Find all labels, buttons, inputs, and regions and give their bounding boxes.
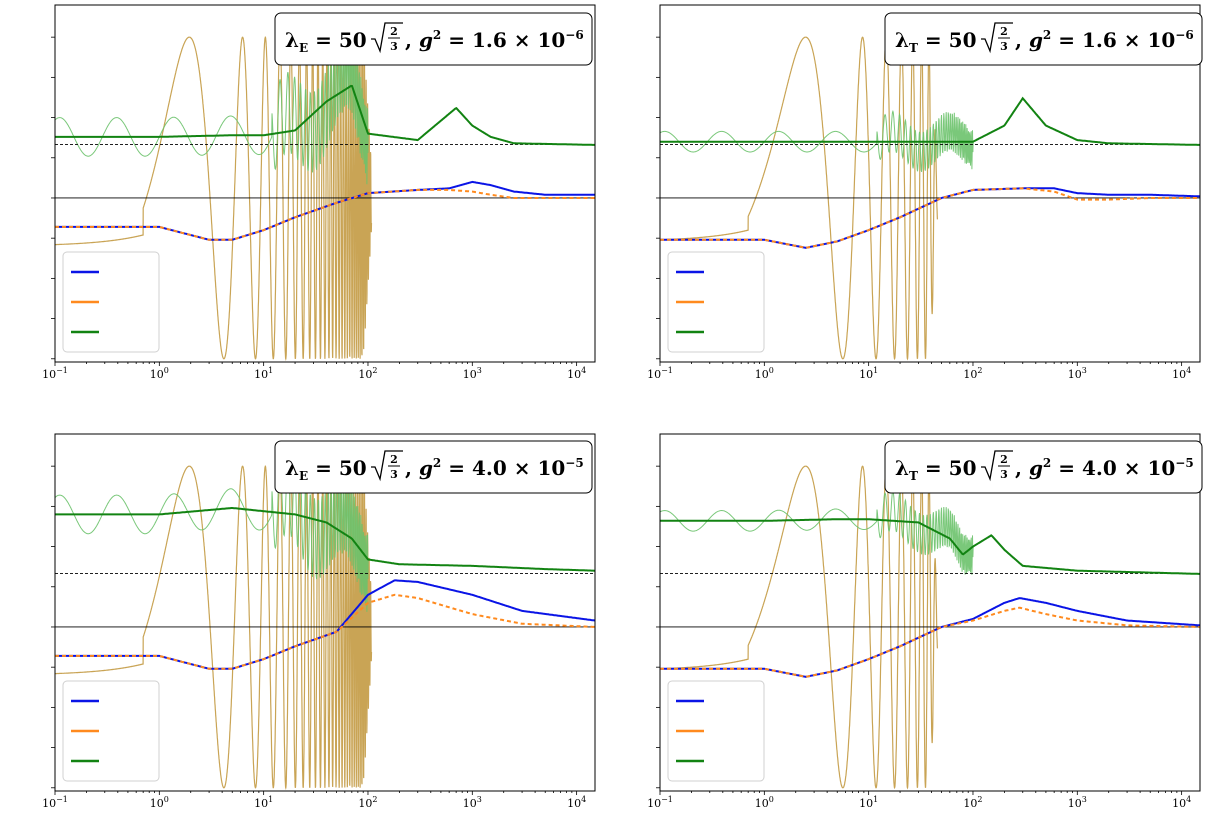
series-line-2 (660, 606, 1200, 678)
legend (62, 251, 160, 353)
series-line-3 (55, 507, 595, 572)
sqrt-sign (981, 450, 1013, 482)
frac-num: 2 (1000, 453, 1008, 466)
series-line-3 (55, 84, 595, 146)
x-tick-label: 104 (567, 366, 586, 381)
oscillation-trace (660, 464, 938, 790)
title-lambda: λT = 50 (895, 28, 976, 55)
x-tick-label: 101 (254, 366, 273, 381)
title-box (884, 12, 1203, 66)
plot-area (55, 30, 595, 361)
frac-den: 3 (390, 468, 398, 481)
x-tick-label: 102 (963, 366, 982, 381)
x-tick-label: 101 (254, 795, 273, 810)
title-box (274, 12, 593, 66)
panel-title: λT = 50 2 3 , g2 = 4.0 × 10−5 (884, 440, 1203, 494)
x-tick-label: 100 (150, 795, 169, 810)
series-line-2 (660, 187, 1200, 249)
frac-num: 2 (390, 453, 398, 466)
x-tick-label: 102 (358, 366, 377, 381)
legend-box (62, 251, 160, 353)
title-lambda: λE = 50 (285, 456, 367, 483)
frac-num: 2 (1000, 25, 1008, 38)
x-tick-label: 100 (755, 795, 774, 810)
frac-den: 3 (1000, 40, 1008, 53)
legend-box (62, 680, 160, 782)
x-tick-label: 104 (1172, 795, 1191, 810)
frac-num: 2 (390, 25, 398, 38)
legend-box (667, 680, 765, 782)
sqrt-sign (371, 450, 403, 482)
plot-frame (54, 433, 596, 792)
title-coupling: , g2 = 1.6 × 10−6 (405, 28, 584, 52)
plot-area (660, 464, 1200, 790)
x-tick-label: 101 (859, 366, 878, 381)
series-line-3 (660, 518, 1200, 575)
x-tick-label: 10−1 (647, 366, 673, 381)
series-line-2 (55, 188, 595, 241)
series-line-1 (660, 187, 1200, 249)
x-tick-label: 102 (358, 795, 377, 810)
panel-title: λT = 50 2 3 , g2 = 1.6 × 10−6 (884, 12, 1203, 66)
plot-frame (54, 4, 596, 363)
sqrt-sign (371, 22, 403, 54)
series-line-2 (55, 593, 595, 670)
chart-panel-1: 10−1 100 101 102 103 104 λE = 50 2 3 , g2 = 1.6 ×… (42, 4, 596, 381)
chart-panel-4: 10−1 100 101 102 103 104 λT = 50 2 3 , g2 = 4.0 ×… (647, 433, 1203, 810)
title-coupling: , g2 = 4.0 × 10−5 (405, 456, 584, 480)
title-box (884, 440, 1203, 494)
chart-panel-3: 10−1 100 101 102 103 104 λE = 50 2 3 , g2 = 4.0 ×… (42, 433, 596, 810)
x-tick-label: 10−1 (42, 366, 68, 381)
x-tick-label: 101 (859, 795, 878, 810)
plot-area (660, 35, 1200, 361)
legend (62, 680, 160, 782)
plot-frame (659, 433, 1201, 792)
chart-panel-2: 10−1 100 101 102 103 104 λT = 50 2 3 , g2 = 1.6 ×… (647, 4, 1203, 381)
legend-box (667, 251, 765, 353)
plot-frame (659, 4, 1201, 363)
legend (667, 680, 765, 782)
title-coupling: , g2 = 1.6 × 10−6 (1015, 28, 1194, 52)
plot-area (55, 454, 595, 790)
title-lambda: λE = 50 (285, 28, 367, 55)
x-tick-label: 104 (567, 795, 586, 810)
x-tick-label: 100 (755, 366, 774, 381)
x-tick-label: 10−1 (42, 795, 68, 810)
x-tick-label: 103 (1068, 366, 1087, 381)
x-tick-label: 102 (963, 795, 982, 810)
series-line-1 (55, 180, 595, 241)
legend (667, 251, 765, 353)
frac-den: 3 (1000, 468, 1008, 481)
x-tick-label: 103 (1068, 795, 1087, 810)
frac-den: 3 (390, 40, 398, 53)
x-tick-label: 103 (463, 366, 482, 381)
x-tick-label: 10−1 (647, 795, 673, 810)
series-line-1 (660, 597, 1200, 678)
series-line-1 (55, 579, 595, 670)
x-tick-label: 104 (1172, 366, 1191, 381)
x-tick-label: 103 (463, 795, 482, 810)
series-line-3 (660, 96, 1200, 146)
title-box (274, 440, 593, 494)
panel-title: λE = 50 2 3 , g2 = 4.0 × 10−5 (274, 440, 593, 494)
x-tick-label: 100 (150, 366, 169, 381)
sqrt-sign (981, 22, 1013, 54)
title-lambda: λT = 50 (895, 456, 976, 483)
panel-title: λE = 50 2 3 , g2 = 1.6 × 10−6 (274, 12, 593, 66)
title-coupling: , g2 = 4.0 × 10−5 (1015, 456, 1194, 480)
oscillation-trace (660, 35, 938, 361)
